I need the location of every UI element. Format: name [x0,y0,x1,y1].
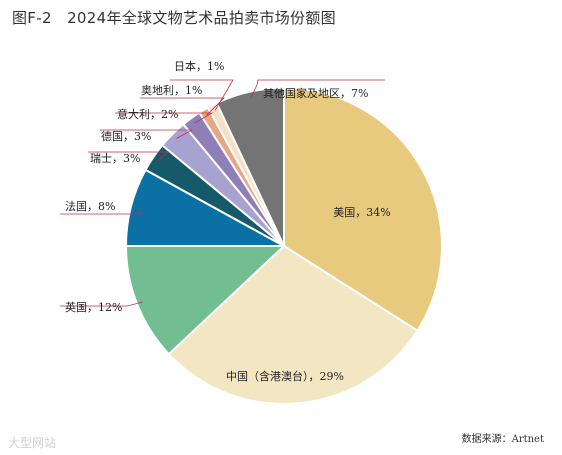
leader-line-4 [88,151,170,161]
watermark: 大型网站 [8,436,57,450]
slice-label-5: 德国，3% [101,129,151,143]
leader-line-9 [250,79,385,98]
leader-line-3 [60,207,145,215]
slice-label-6: 意大利，2% [117,107,178,121]
pie-slice-1 [167,244,419,405]
slice-label-9: 其他国家及地区，7% [263,86,368,100]
leader-line-5 [100,129,193,139]
slice-label-2: 英国，12% [65,300,122,314]
leader-line-8 [170,79,234,111]
leader-line-2 [60,301,143,307]
slice-labels: 美国，34% 中国（含港澳台），29% 英国，12% 法国，8% 瑞士，3% 德国，3% 意… [65,59,391,383]
slice-label-4: 瑞士，3% [90,151,140,165]
slice-label-1: 中国（含港澳台），29% [226,369,344,383]
data-source: 数据来源：Artnet [461,434,544,445]
leader-line-7 [140,97,225,116]
chart-title: 图F-2 2024年全球文物艺术品拍卖市场份额图 [12,9,336,27]
pie-slice-2 [124,245,287,356]
slice-label-7: 奥地利，1% [141,83,202,97]
pie-slices [124,86,443,405]
slice-label-8: 日本，1% [174,59,224,73]
pie-slice-9 [215,86,285,247]
leader-line-6 [115,112,214,124]
slice-label-0: 美国，34% [333,206,390,219]
leader-lines [60,79,385,307]
slice-label-3: 法国，8% [65,199,115,213]
